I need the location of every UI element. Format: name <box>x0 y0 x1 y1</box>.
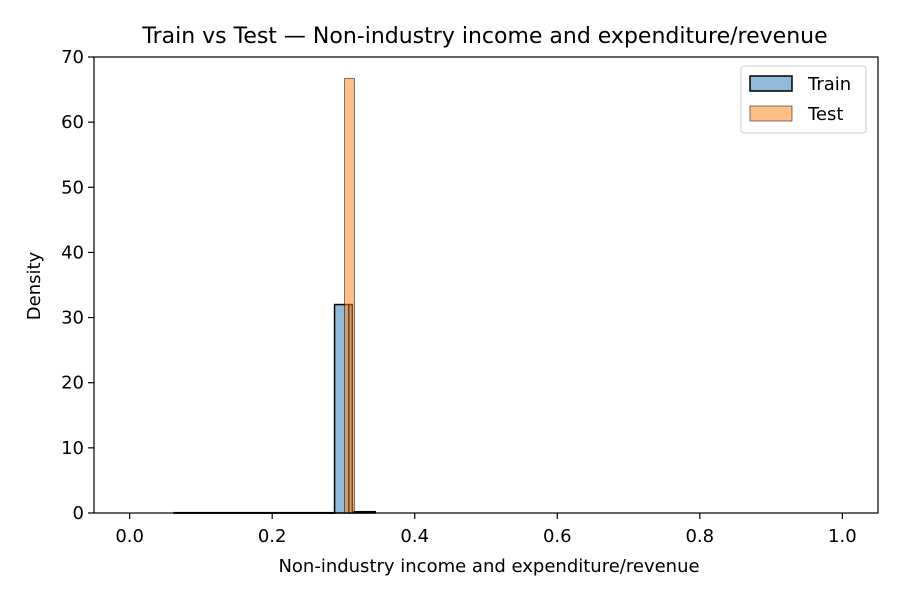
x-tick-label: 0.0 <box>115 526 144 547</box>
x-tick-label: 0.4 <box>400 526 429 547</box>
legend: Train Test <box>740 65 867 134</box>
y-axis-label: Density <box>24 251 45 320</box>
legend-swatch-test <box>749 105 793 122</box>
y-axis: 0 10 20 30 40 50 60 70 <box>61 47 94 524</box>
y-tick-label: 70 <box>61 47 84 68</box>
bar-test-0 <box>344 78 355 514</box>
x-axis-label: Non-industry income and expenditure/reve… <box>278 556 699 577</box>
x-axis: 0.0 0.2 0.4 0.6 0.8 1.0 <box>115 513 857 547</box>
legend-swatch-train <box>749 75 793 92</box>
x-tick-label: 0.6 <box>543 526 572 547</box>
x-tick-label: 0.8 <box>685 526 714 547</box>
x-tick-label: 0.2 <box>258 526 287 547</box>
y-tick-label: 20 <box>61 373 84 394</box>
y-tick-label: 30 <box>61 308 84 329</box>
plot-area-frame <box>93 56 879 514</box>
y-tick-label: 60 <box>61 112 84 133</box>
y-tick-label: 50 <box>61 177 84 198</box>
y-tick-label: 10 <box>61 438 84 459</box>
y-tick-label: 0 <box>73 503 84 524</box>
y-tick-label: 40 <box>61 242 84 263</box>
legend-label-train: Train <box>807 74 851 95</box>
x-tick-label: 1.0 <box>828 526 857 547</box>
test-series <box>344 78 355 514</box>
chart-title: Train vs Test — Non-industry income and … <box>141 24 827 49</box>
legend-label-test: Test <box>807 104 843 125</box>
